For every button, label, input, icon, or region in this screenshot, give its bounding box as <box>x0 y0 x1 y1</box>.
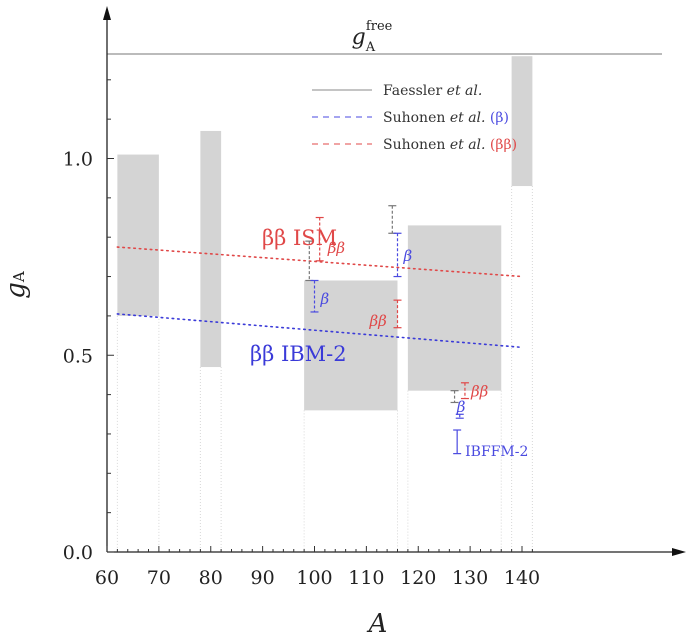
y-tick-label-1: 0.5 <box>63 345 93 367</box>
legend-entry-main-1: Suhonen <box>383 110 450 126</box>
x-tick-label-5: 110 <box>348 567 384 589</box>
error-bar-7: ββ <box>460 382 489 401</box>
shaded-range-1 <box>200 130 222 368</box>
x-tick-label-0: 60 <box>95 567 119 589</box>
error-bar-4: β <box>393 232 413 278</box>
legend-entry-ital-0: et al. <box>447 83 483 99</box>
x-tick-label-3: 90 <box>251 567 275 589</box>
y-tick-label-2: 1.0 <box>63 149 93 171</box>
shaded-range-2 <box>304 280 398 411</box>
error-bar-3 <box>388 205 397 234</box>
x-axis-arrow <box>672 548 686 556</box>
error-bar-8: β <box>455 398 466 419</box>
legend-entry-tail-2: (ββ) <box>485 137 517 153</box>
legend-entry-2: Suhonen et al. (ββ) <box>383 137 517 153</box>
x-tick-label-8: 140 <box>504 567 540 589</box>
y-tick-label-0: 0.0 <box>63 542 93 564</box>
x-tick-label-6: 120 <box>400 567 436 589</box>
error-bar-label-8: β <box>456 398 466 416</box>
error-bar-label-7: ββ <box>470 383 489 401</box>
shaded-range-4 <box>511 56 533 187</box>
x-tick-label-2: 80 <box>199 567 223 589</box>
gA-free-label-sub: A <box>365 40 376 55</box>
series-line-0 <box>116 246 523 278</box>
gA-free-label: gAfree <box>352 19 393 55</box>
shaded-ranges <box>117 56 533 411</box>
legend-entry-1: Suhonen et al. (β) <box>383 110 509 126</box>
error-bar-label-4: β <box>403 247 413 265</box>
legend-entry-0: Faessler et al. <box>383 83 482 99</box>
error-bar-label-1: ββ <box>327 239 346 257</box>
legend-entry-ital-1: et al. <box>450 110 486 126</box>
error-bar-5: ββ <box>369 299 402 330</box>
legend-entry-main-2: Suhonen <box>383 137 450 153</box>
y-axis-title-sub: A <box>10 271 28 283</box>
series-label-ism: ββ ISM <box>262 226 337 250</box>
shaded-range-3 <box>407 225 502 391</box>
gA-free-label-sup: free <box>366 19 393 34</box>
error-bar-6 <box>450 390 459 404</box>
error-bar-9: IBFFM-2 <box>453 429 528 460</box>
y-axis-title: gA <box>1 271 31 299</box>
axes: 60 70 80 90 100 110 120 130 140 0.0 0.5 1.0 <box>63 6 686 589</box>
x-tick-label-1: 70 <box>147 567 171 589</box>
gA-free-label-main: g <box>352 25 366 50</box>
error-bar-2: β <box>310 279 330 313</box>
series <box>116 246 523 349</box>
error-bar-1: ββ <box>315 216 346 262</box>
x-axis-title: A <box>367 609 388 639</box>
error-bar-label-5: ββ <box>369 312 388 330</box>
series-label-ibm2: ββ IBM-2 <box>250 342 347 366</box>
legend-entry-tail-1: (β) <box>485 110 508 126</box>
error-bar-label-2: β <box>320 290 330 308</box>
x-tick-label-7: 130 <box>452 567 488 589</box>
shaded-range-0 <box>117 154 159 316</box>
legend-entry-ital-2: et al. <box>450 137 486 153</box>
legend: Faessler et al.Suhonen et al. (β)Suhonen… <box>312 83 517 153</box>
error-bar-label-9: IBFFM-2 <box>465 444 528 460</box>
y-axis-arrow <box>103 6 111 20</box>
guide-lines <box>116 186 533 552</box>
x-tick-label-4: 100 <box>296 567 332 589</box>
y-axis-title-main: g <box>1 282 31 299</box>
legend-entry-main-0: Faessler <box>383 83 447 99</box>
series-line-1 <box>116 313 523 349</box>
